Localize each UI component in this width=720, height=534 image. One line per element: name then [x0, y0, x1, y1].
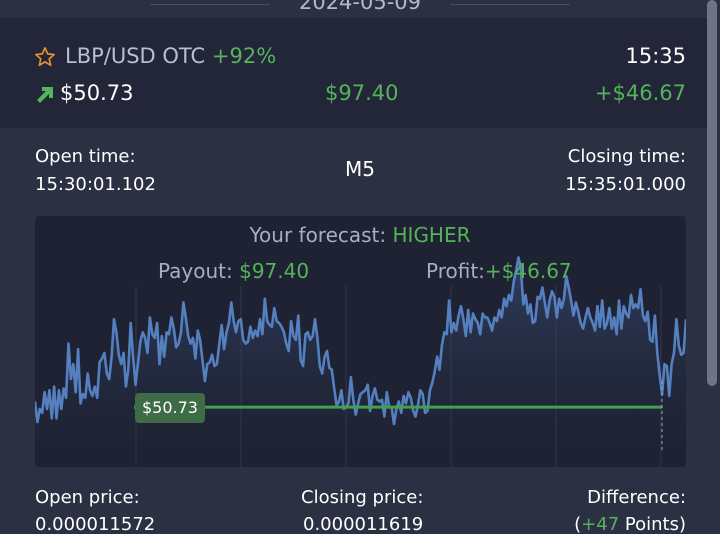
closing-price-value: 0.000011619 [303, 514, 424, 534]
chart-payout-value: $97.40 [239, 259, 310, 283]
open-time-value: 15:30:01.102 [35, 174, 156, 195]
difference-label: Difference: [587, 487, 686, 508]
chart-profit: Profit:+$46.67 [426, 259, 572, 283]
open-price-label: Open price: [35, 487, 140, 508]
closing-time-value: 15:35:01.000 [565, 174, 686, 195]
arrow-up-right-icon [37, 87, 53, 103]
trade-amount: $50.73 [60, 81, 134, 105]
open-time-label: Open time: [35, 146, 136, 167]
timeframe-label: M5 [345, 157, 375, 181]
date-header: 2024-05-09 [0, 0, 720, 18]
trade-payout: $97.40 [325, 81, 399, 105]
difference-points: +47 [581, 514, 620, 534]
forecast-label: Your forecast: [249, 223, 387, 247]
close-clock: 15:35 [625, 44, 686, 68]
asset-payout-percent: +92% [211, 44, 277, 68]
chart-payout-label: Payout: [158, 259, 233, 283]
closing-price-label: Closing price: [301, 487, 424, 508]
scrollbar[interactable] [707, 0, 717, 386]
date-divider-right [450, 4, 570, 5]
open-price-value: 0.000011572 [35, 514, 156, 534]
trade-profit: +$46.67 [594, 81, 686, 105]
star-icon[interactable] [34, 46, 56, 68]
price-chart [35, 256, 686, 467]
difference-value: (+47 Points) [574, 514, 686, 534]
trade-summary-card[interactable]: LBP/USD OTC +92% 15:35 $50.73 $97.40 +$4… [0, 18, 712, 128]
open-price-tag: $50.73 [135, 393, 205, 423]
chart-payout: Payout: $97.40 [158, 259, 309, 283]
forecast-row: Your forecast: HIGHER [0, 223, 720, 247]
difference-open-paren: ( [574, 514, 582, 534]
asset-pair: LBP/USD OTC +92% [65, 44, 276, 68]
forecast-direction: HIGHER [392, 223, 471, 247]
difference-unit: Points) [619, 514, 686, 534]
chart-profit-value: +$46.67 [484, 259, 572, 283]
date-divider-left [150, 4, 270, 5]
asset-pair-name: LBP/USD OTC [65, 44, 206, 68]
date-label: 2024-05-09 [298, 0, 422, 14]
chart-profit-label: Profit: [426, 259, 485, 283]
price-line [35, 256, 686, 426]
closing-time-label: Closing time: [567, 146, 686, 167]
